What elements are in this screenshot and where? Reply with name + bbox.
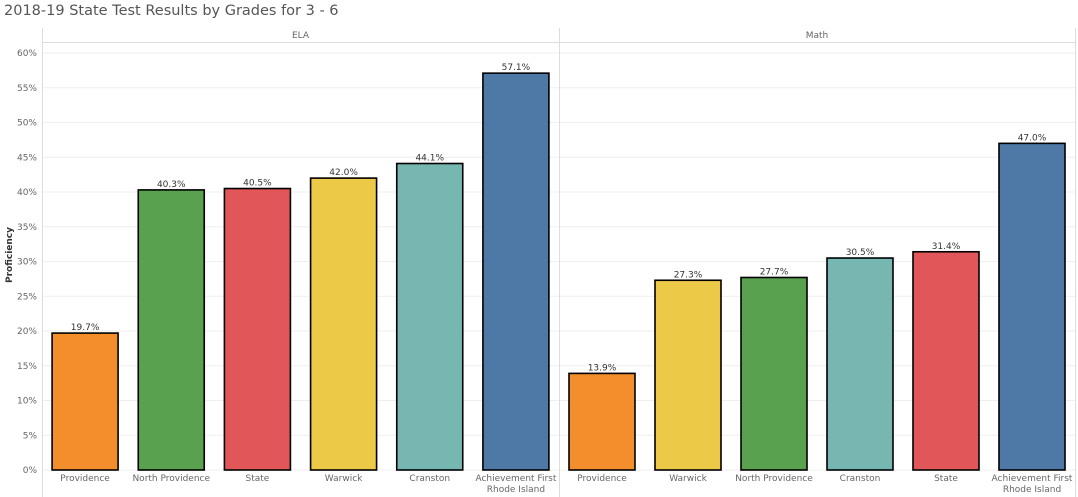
category-label: Cranston: [840, 474, 881, 484]
bars: [51, 72, 1066, 471]
bar-math-4[interactable]: [826, 257, 894, 471]
y-axis: 0% 5% 10% 15% 20% 25% 30% 35% 40% 45% 50% 55% 60% Pro…: [5, 49, 37, 476]
y-tick-label: 50%: [17, 119, 37, 129]
y-tick-label: 15%: [17, 362, 37, 372]
data-label: 19.7%: [71, 323, 100, 333]
bar-math-2[interactable]: [654, 279, 722, 471]
y-tick-label: 30%: [17, 258, 37, 268]
data-label: 30.5%: [846, 248, 875, 258]
bar-ela-3[interactable]: [223, 187, 292, 471]
panel-header-ela: ELA: [292, 31, 310, 41]
y-tick-label: 55%: [17, 84, 37, 94]
category-label: State: [246, 474, 270, 484]
category-label: Warwick: [325, 474, 363, 484]
bar-ela-6[interactable]: [482, 72, 550, 471]
y-tick-label: 5%: [23, 431, 38, 441]
category-label: State: [934, 474, 958, 484]
data-label: 27.7%: [760, 267, 789, 277]
category-label: Providence: [577, 474, 627, 484]
data-label: 13.9%: [588, 363, 617, 373]
category-label: Achievement First Rhode Island: [992, 474, 1073, 495]
y-tick-label: 60%: [17, 49, 37, 59]
chart-title: 2018-19 State Test Results by Grades for…: [4, 3, 339, 19]
bar-math-1[interactable]: [568, 372, 636, 471]
y-axis-title: Proficiency: [5, 227, 15, 283]
bar-math-6[interactable]: [998, 142, 1066, 471]
category-label: Achievement First Rhode Island: [475, 474, 556, 495]
y-tick-label: 45%: [17, 153, 37, 163]
y-tick-label: 40%: [17, 188, 37, 198]
data-label: 57.1%: [502, 63, 531, 73]
category-label: North Providence: [735, 474, 813, 484]
bar-ela-2[interactable]: [137, 189, 206, 471]
data-label: 47.0%: [1018, 133, 1047, 143]
bar-math-3[interactable]: [740, 276, 808, 471]
data-label: 40.5%: [243, 179, 272, 189]
data-label: 44.1%: [415, 154, 444, 164]
bar-ela-1[interactable]: [51, 332, 119, 471]
y-tick-label: 10%: [17, 397, 37, 407]
gridlines: [42, 52, 1075, 471]
data-labels: 19.7% 40.3% 40.5% 42.0% 44.1% 57.1% 13.9% 27.3%…: [71, 63, 1047, 373]
data-label: 27.3%: [674, 270, 703, 280]
panel-header-math: Math: [806, 31, 829, 41]
data-label: 31.4%: [932, 242, 961, 252]
category-label: North Providence: [132, 474, 210, 484]
category-label: Cranston: [409, 474, 450, 484]
category-label: Warwick: [669, 474, 707, 484]
y-tick-label: 35%: [17, 223, 37, 233]
bar-math-5[interactable]: [912, 250, 980, 471]
category-labels: Providence North Providence State Warwick Cr…: [60, 474, 1073, 495]
y-tick-label: 0%: [23, 466, 38, 476]
category-label: Providence: [60, 474, 110, 484]
chart-frame: ELA Math: [42, 28, 1076, 497]
y-tick-label: 25%: [17, 292, 37, 302]
bar-ela-5[interactable]: [395, 162, 464, 471]
bar-ela-4[interactable]: [309, 177, 378, 471]
data-label: 42.0%: [329, 168, 358, 178]
y-tick-label: 20%: [17, 327, 37, 337]
data-label: 40.3%: [157, 180, 186, 190]
